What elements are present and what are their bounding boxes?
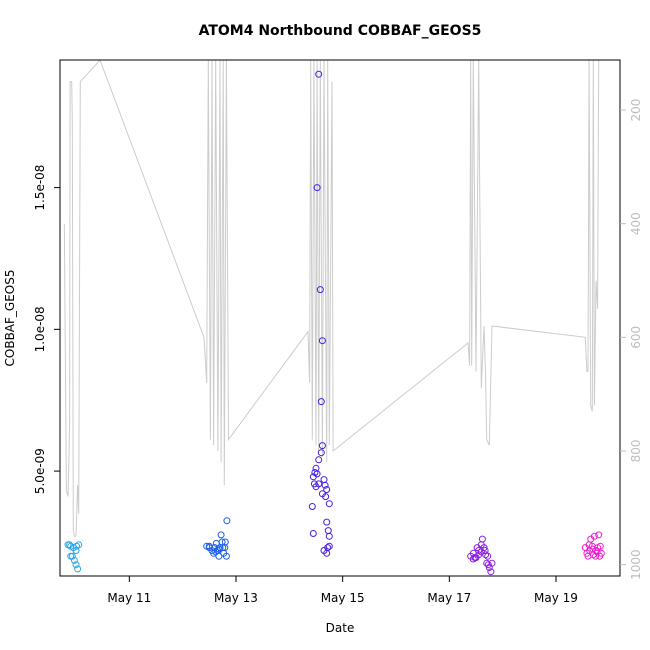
data-point [590, 532, 598, 540]
series-4 [467, 535, 496, 576]
data-point [325, 542, 333, 550]
data-point [312, 464, 320, 472]
data-point [309, 530, 317, 537]
y2-tick-label: 600 [629, 326, 643, 349]
x-tick-label: May 13 [214, 591, 258, 605]
x-tick-label: May 15 [321, 591, 365, 605]
data-point [218, 538, 226, 546]
data-point [593, 548, 601, 556]
data-point [72, 547, 80, 554]
data-point [596, 542, 604, 550]
y-tick-label: 5.0e-09 [33, 448, 47, 494]
x-axis: May 11 May 13 May 15 May 17 May 19 [107, 576, 578, 605]
data-point [313, 184, 321, 192]
data-point [469, 555, 477, 563]
data-point [488, 559, 496, 567]
data-point [317, 449, 325, 457]
data-point [471, 554, 479, 562]
y2-tick-label: 1000 [629, 549, 643, 580]
data-point [73, 542, 80, 550]
altitude-line [63, 60, 600, 537]
data-point [323, 486, 331, 493]
y2-tick-label: 200 [629, 99, 643, 122]
data-point [315, 456, 323, 464]
data-point [318, 490, 326, 498]
series-5 [581, 531, 605, 560]
data-point [478, 535, 486, 543]
data-point [221, 544, 229, 552]
data-point [309, 473, 317, 481]
data-point [481, 547, 489, 554]
scatter-points-layer [64, 70, 605, 576]
y-axis: 5.0e-09 1.0e-08 1.5e-08 [33, 165, 60, 494]
x-axis-label: Date [326, 621, 355, 635]
data-point [315, 70, 323, 78]
data-point [487, 568, 495, 576]
series-3 [308, 70, 333, 557]
data-point [477, 548, 485, 556]
data-point [484, 552, 492, 560]
y-axis-label: COBBAF_GEOS5 [3, 270, 17, 367]
altitude-line-layer [63, 60, 600, 537]
plot-frame [59, 59, 621, 577]
series-1 [64, 541, 83, 573]
data-point [74, 565, 82, 573]
data-point [222, 552, 230, 560]
x-tick-label: May 17 [427, 591, 471, 605]
y-tick-label: 1.0e-08 [33, 306, 47, 352]
y2-tick-label: 400 [629, 212, 643, 235]
data-point [308, 503, 316, 510]
y-tick-label: 1.5e-08 [33, 165, 47, 211]
data-point [595, 531, 603, 539]
data-point [473, 544, 481, 552]
data-point [320, 476, 328, 484]
data-point [317, 398, 325, 406]
data-point [68, 552, 76, 560]
data-point [325, 500, 333, 508]
data-point [324, 544, 332, 552]
data-point [223, 517, 231, 525]
data-point [72, 561, 80, 569]
data-point [484, 561, 492, 569]
data-point [318, 442, 326, 450]
y2-axis: 200 400 600 800 1000 [620, 99, 643, 580]
data-point [321, 481, 329, 489]
series-2 [203, 517, 231, 560]
data-point [585, 541, 593, 549]
x-tick-label: May 11 [107, 591, 151, 605]
x-tick-label: May 19 [534, 591, 578, 605]
data-point [316, 286, 324, 294]
data-point [318, 337, 326, 345]
chart-title: ATOM4 Northbound COBBAF_GEOS5 [199, 23, 482, 39]
data-point [597, 549, 605, 557]
data-point [324, 527, 332, 535]
data-point [592, 552, 599, 560]
data-point [323, 518, 331, 526]
data-point [70, 556, 78, 564]
data-point [217, 531, 225, 539]
y2-tick-label: 800 [629, 440, 643, 463]
data-point [312, 483, 320, 491]
data-point [325, 532, 333, 540]
data-point [205, 542, 213, 550]
